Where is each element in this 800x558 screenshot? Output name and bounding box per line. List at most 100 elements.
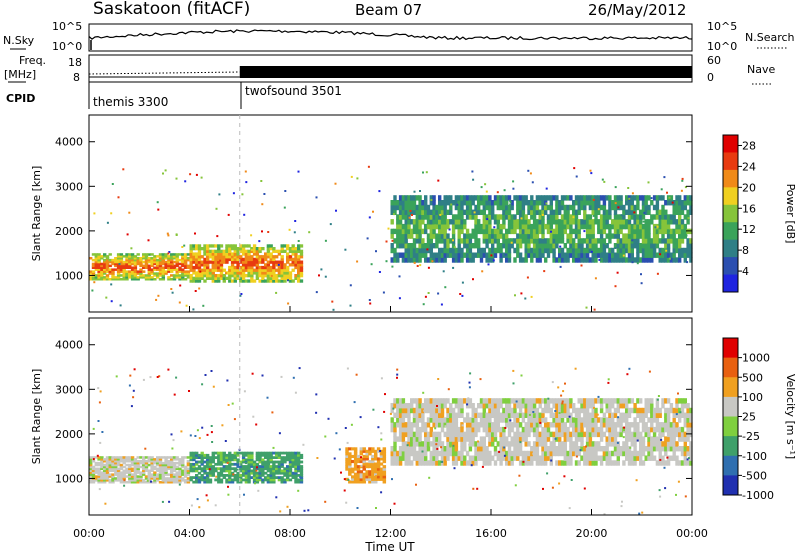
heatmap-cell	[164, 255, 168, 258]
heatmap-cell	[555, 398, 559, 404]
noise-cell	[580, 264, 583, 267]
heatmap-cell	[647, 247, 651, 254]
heatmap-cell	[280, 471, 284, 475]
heatmap-cell	[250, 460, 254, 464]
heatmap-cell	[142, 274, 146, 277]
heatmap-cell	[407, 450, 411, 457]
heatmap-cell	[496, 455, 500, 461]
heatmap-cell	[552, 398, 556, 404]
heatmap-cell	[619, 195, 623, 201]
heatmap-cell	[189, 274, 193, 278]
heatmap-cell	[255, 474, 260, 477]
heatmap-cell	[119, 260, 124, 264]
heatmap-cell	[463, 431, 467, 438]
heatmap-cell	[130, 469, 135, 472]
heatmap-cell	[348, 452, 352, 456]
heatmap-cell	[147, 477, 151, 480]
heatmap-cell	[689, 195, 693, 201]
heatmap-cell	[390, 228, 394, 235]
heatmap-cell	[541, 436, 545, 442]
station-title: Saskatoon (fitACF)	[93, 0, 250, 19]
heatmap-cell	[418, 247, 422, 254]
heatmap-cell	[538, 238, 542, 244]
heatmap-cell	[401, 200, 406, 206]
heatmap-cell	[170, 258, 174, 262]
heatmap-cell	[119, 460, 124, 463]
heatmap-cell	[108, 479, 112, 482]
heatmap-cell	[125, 276, 129, 279]
heatmap-cell	[432, 204, 436, 211]
noise-cell	[370, 263, 373, 266]
heatmap-cell	[108, 456, 112, 459]
heatmap-cell	[530, 450, 534, 457]
heatmap-cell	[382, 475, 387, 479]
heatmap-cell	[516, 446, 520, 452]
heatmap-cell	[142, 465, 146, 469]
strip-traces	[88, 29, 693, 78]
heatmap-cell	[264, 462, 268, 466]
heatmap-cell	[345, 449, 349, 453]
heatmap-cell	[597, 398, 601, 404]
heatmap-cell	[563, 460, 567, 466]
heatmap-cell	[415, 403, 419, 409]
heatmap-cell	[299, 469, 304, 473]
heatmap-cell	[119, 266, 124, 269]
heatmap-cell	[544, 195, 548, 201]
heatmap-cell	[532, 450, 537, 457]
heatmap-cell	[429, 252, 433, 258]
heatmap-cell	[449, 436, 453, 442]
heatmap-cell	[189, 458, 193, 462]
heatmap-cell	[172, 469, 177, 472]
heatmap-cell	[239, 260, 243, 264]
heatmap-cell	[105, 479, 110, 482]
noise-cell	[551, 486, 554, 489]
heatmap-cell	[172, 278, 177, 281]
heatmap-cell	[580, 422, 584, 428]
heatmap-cell	[404, 403, 408, 409]
heatmap-cell	[178, 268, 182, 271]
heatmap-cell	[91, 266, 96, 269]
heatmap-cell	[211, 456, 215, 459]
heatmap-cell	[390, 455, 394, 461]
heatmap-cell	[622, 204, 626, 211]
heatmap-cell	[258, 257, 262, 262]
heatmap-cell	[538, 431, 542, 438]
heatmap-cell	[252, 460, 257, 464]
heatmap-cell	[440, 417, 445, 423]
heatmap-cell	[499, 223, 503, 230]
heatmap-cell	[513, 247, 517, 254]
heatmap-cell	[468, 257, 473, 263]
heatmap-cell	[488, 460, 492, 466]
heatmap-cell	[264, 451, 268, 455]
noise-cell	[332, 308, 335, 311]
heatmap-cell	[161, 255, 165, 258]
noise-cell	[261, 203, 264, 206]
heatmap-cell	[412, 243, 417, 249]
heatmap-cell	[150, 469, 154, 472]
heatmap-cell	[599, 257, 604, 263]
heatmap-cell	[591, 219, 595, 225]
heatmap-cell	[580, 431, 584, 438]
heatmap-cell	[426, 431, 431, 438]
heatmap-cell	[170, 255, 174, 258]
heatmap-cell	[625, 238, 629, 244]
heatmap-cell	[449, 412, 453, 418]
heatmap-cell	[195, 279, 199, 283]
heatmap-cell	[217, 474, 221, 477]
heatmap-cell	[404, 200, 408, 206]
noise-cell	[628, 197, 631, 200]
heatmap-cell	[139, 268, 143, 271]
heatmap-cell	[689, 412, 693, 418]
heatmap-cell	[680, 407, 685, 414]
noise-cell	[440, 203, 443, 206]
heatmap-cell	[443, 243, 447, 249]
heatmap-cell	[410, 252, 414, 258]
heatmap-cell	[170, 262, 174, 266]
heatmap-cell	[541, 214, 545, 220]
heatmap-cell	[275, 279, 279, 283]
heatmap-cell	[247, 279, 251, 283]
heatmap-cell	[664, 460, 668, 466]
heatmap-cell	[203, 460, 207, 464]
heatmap-cell	[283, 274, 287, 278]
noise-cell	[545, 187, 548, 190]
